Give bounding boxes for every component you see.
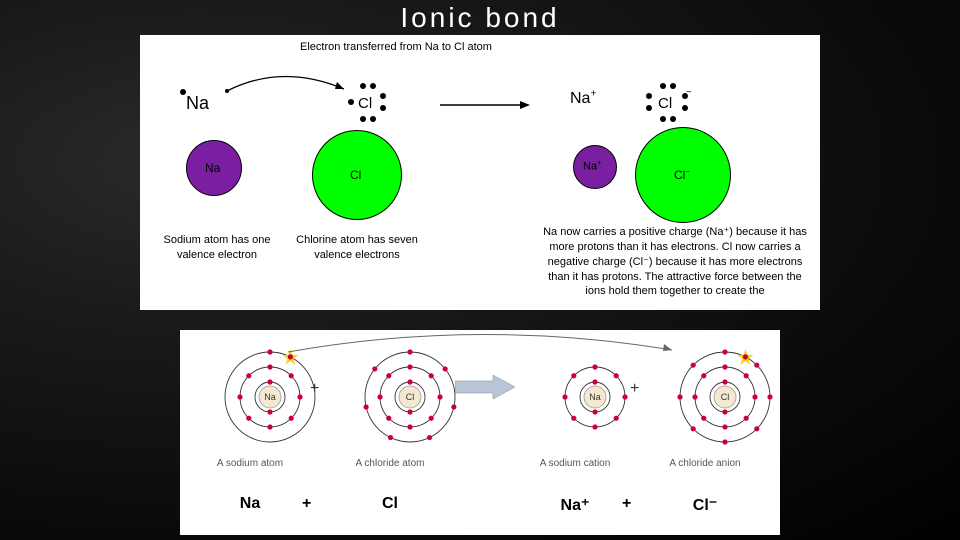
plus-sign-2: + bbox=[630, 380, 639, 398]
bottom-diagram-panel: Na Cl Na Cl + + A sodium atom Na A chloride a… bbox=[180, 330, 780, 535]
na-plus-sphere-label: Na+ bbox=[583, 159, 601, 173]
plus-sign-1: + bbox=[310, 380, 319, 398]
bottom-transfer-arrow-icon bbox=[280, 330, 680, 360]
reaction-arrow-icon bbox=[440, 101, 530, 109]
bohr-symbol-cl_anion: Cl⁻ bbox=[680, 495, 730, 515]
bohr-symbol-na_atom: Na bbox=[225, 495, 275, 513]
reaction-block-arrow-icon bbox=[455, 375, 515, 399]
bohr-caption-cl_atom: A chloride atom bbox=[350, 458, 430, 469]
na-sphere-label: Na bbox=[205, 161, 220, 175]
svg-text:Na: Na bbox=[589, 392, 601, 402]
bohr-caption-na_cation: A sodium cation bbox=[535, 458, 615, 469]
bohr-symbol-cl_atom: Cl bbox=[365, 495, 415, 513]
bohr-symbol-na_cation: Na⁺ bbox=[550, 495, 600, 515]
cl-symbol: Cl bbox=[358, 95, 372, 112]
lewis-cl-minus: Cl− bbox=[640, 83, 704, 127]
lewis-na: Na bbox=[186, 93, 236, 123]
equation-plus-0: + bbox=[302, 495, 311, 513]
bohr-caption-na_atom: A sodium atom bbox=[210, 458, 290, 469]
transfer-caption: Electron transferred from Na to Cl atom bbox=[300, 41, 492, 54]
cl-minus-sphere-label: Cl− bbox=[674, 167, 690, 182]
lewis-na-plus: Na+ bbox=[570, 89, 620, 119]
svg-text:Cl: Cl bbox=[406, 392, 415, 402]
slide-title: Ionic bond bbox=[0, 0, 960, 34]
svg-text:Na: Na bbox=[264, 392, 276, 402]
top-diagram-panel: Electron transferred from Na to Cl atom … bbox=[140, 35, 820, 310]
caption-cl: Chlorine atom has seven valence electron… bbox=[292, 233, 422, 263]
caption-result: Na now carries a positive charge (Na⁺) b… bbox=[540, 225, 810, 299]
electron-transfer-arrow-icon bbox=[222, 71, 352, 96]
bohr-caption-cl_anion: A chloride anion bbox=[665, 458, 745, 469]
na-plus-symbol: Na+ bbox=[570, 90, 597, 107]
cl-minus-symbol: Cl− bbox=[658, 95, 672, 112]
svg-text:Cl: Cl bbox=[721, 392, 730, 402]
caption-na: Sodium atom has one valence electron bbox=[162, 233, 272, 263]
equation-plus-1: + bbox=[622, 495, 631, 513]
cl-sphere-label: Cl bbox=[350, 168, 361, 182]
bohr-cl_anion: Cl bbox=[670, 342, 780, 452]
lewis-cl: Cl bbox=[340, 83, 400, 127]
na-symbol: Na bbox=[186, 93, 209, 113]
